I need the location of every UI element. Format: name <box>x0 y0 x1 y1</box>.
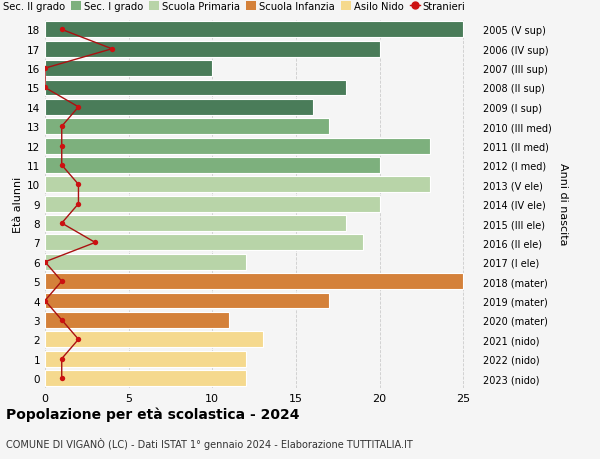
Point <box>57 123 67 131</box>
Bar <box>45 351 246 367</box>
Bar <box>45 80 346 96</box>
Bar <box>45 331 263 347</box>
Point <box>57 278 67 285</box>
Bar <box>45 42 380 57</box>
Bar <box>45 196 380 212</box>
Bar <box>45 177 430 193</box>
Y-axis label: Età alunni: Età alunni <box>13 176 23 232</box>
Bar <box>45 274 463 290</box>
Point <box>57 355 67 363</box>
Text: COMUNE DI VIGANÒ (LC) - Dati ISTAT 1° gennaio 2024 - Elaborazione TUTTITALIA.IT: COMUNE DI VIGANÒ (LC) - Dati ISTAT 1° ge… <box>6 437 413 449</box>
Bar <box>45 254 246 270</box>
Y-axis label: Anni di nascita: Anni di nascita <box>558 163 568 246</box>
Bar <box>45 216 346 231</box>
Point <box>57 317 67 324</box>
Point <box>57 375 67 382</box>
Point <box>74 201 83 208</box>
Bar <box>45 138 430 154</box>
Bar <box>45 61 212 77</box>
Bar <box>45 370 246 386</box>
Point <box>57 143 67 150</box>
Point <box>57 220 67 227</box>
Bar <box>45 119 329 135</box>
Bar <box>45 100 313 116</box>
Point <box>40 297 50 305</box>
Point <box>57 27 67 34</box>
Point <box>57 162 67 169</box>
Legend: Sec. II grado, Sec. I grado, Scuola Primaria, Scuola Infanzia, Asilo Nido, Stran: Sec. II grado, Sec. I grado, Scuola Prim… <box>0 2 466 12</box>
Bar <box>45 293 329 309</box>
Text: Popolazione per età scolastica - 2024: Popolazione per età scolastica - 2024 <box>6 406 299 421</box>
Point <box>40 65 50 73</box>
Bar <box>45 312 229 328</box>
Point <box>74 181 83 189</box>
Point <box>74 336 83 343</box>
Point <box>74 104 83 111</box>
Bar <box>45 22 463 38</box>
Point <box>40 258 50 266</box>
Bar <box>45 158 380 174</box>
Point <box>91 239 100 246</box>
Point <box>40 84 50 92</box>
Bar <box>45 235 363 251</box>
Point <box>107 46 117 53</box>
